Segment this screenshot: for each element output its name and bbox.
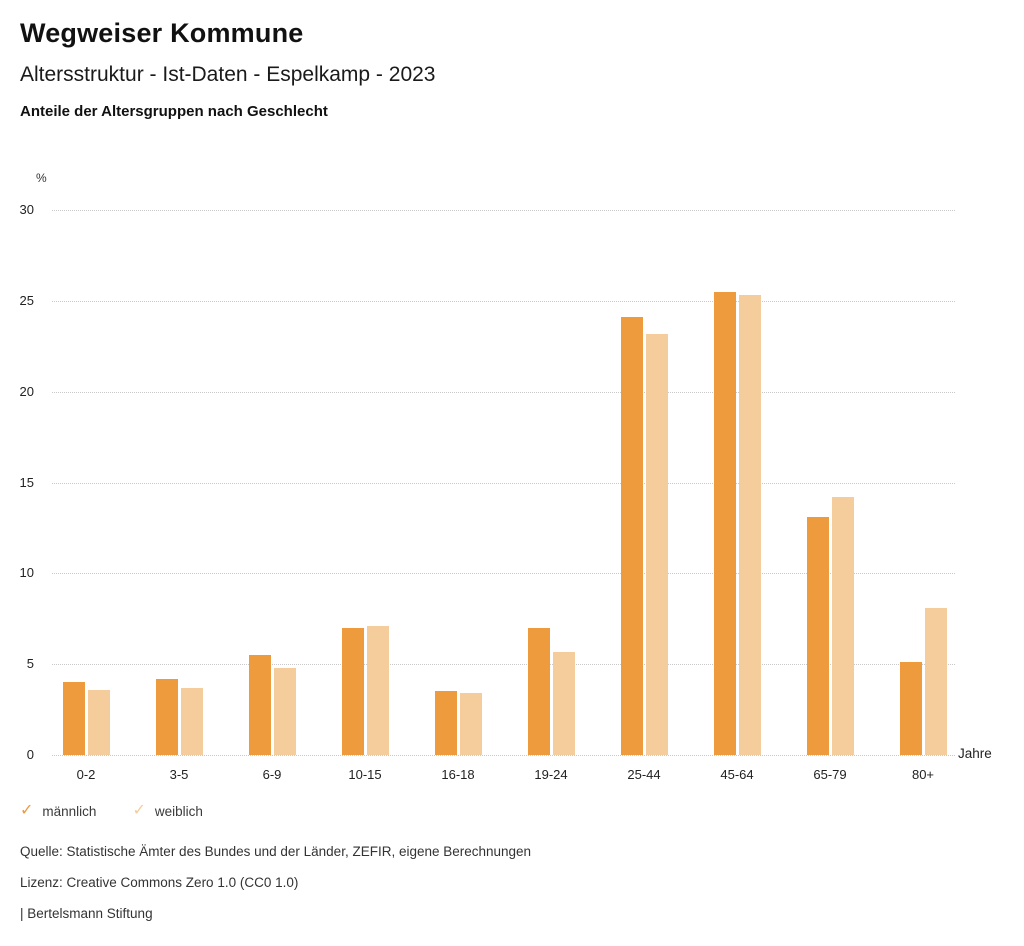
bar-weiblich-6-9[interactable] bbox=[273, 667, 296, 755]
x-tick-label-0-2: 0-2 bbox=[76, 767, 96, 782]
bar-group-0-2 bbox=[62, 682, 110, 755]
bar-maennlich-0-2[interactable] bbox=[62, 682, 85, 755]
bar-group-6-9 bbox=[248, 655, 296, 755]
legend-item-weiblich[interactable]: ✓ weiblich bbox=[132, 803, 202, 819]
y-tick-label-10: 10 bbox=[19, 565, 34, 581]
bar-maennlich-65-79[interactable] bbox=[806, 517, 829, 755]
bar-weiblich-19-24[interactable] bbox=[552, 651, 575, 755]
bar-weiblich-80-[interactable] bbox=[924, 607, 947, 755]
x-tick-label-65-79: 65-79 bbox=[813, 767, 847, 782]
page-subtitle: Altersstruktur - Ist-Daten - Espelkamp -… bbox=[20, 63, 436, 86]
bar-maennlich-19-24[interactable] bbox=[527, 627, 550, 755]
footer: Quelle: Statistische Ämter des Bundes un… bbox=[20, 843, 531, 936]
bar-group-19-24 bbox=[527, 627, 575, 755]
gridline-25 bbox=[52, 300, 955, 302]
header: Wegweiser Kommune Altersstruktur - Ist-D… bbox=[20, 18, 980, 120]
check-icon: ✓ bbox=[20, 802, 34, 819]
y-axis-unit-label: % bbox=[36, 171, 47, 185]
gridline-0 bbox=[52, 755, 955, 756]
bar-group-16-18 bbox=[434, 691, 482, 755]
legend-item-label: weiblich bbox=[154, 803, 203, 819]
legend-item-maennlich[interactable]: ✓ männlich bbox=[20, 803, 96, 819]
y-tick-label-15: 15 bbox=[19, 474, 34, 490]
bar-weiblich-65-79[interactable] bbox=[831, 497, 854, 755]
bar-group-3-5 bbox=[155, 678, 203, 755]
bar-group-45-64 bbox=[713, 291, 761, 755]
gridline-10 bbox=[52, 573, 955, 575]
gridline-15 bbox=[52, 482, 955, 484]
gridline-30 bbox=[52, 210, 955, 211]
y-tick-label-20: 20 bbox=[19, 383, 34, 399]
x-tick-label-6-9: 6-9 bbox=[262, 767, 282, 782]
x-axis-label: Jahre bbox=[958, 746, 992, 761]
y-tick-label-0: 0 bbox=[26, 747, 34, 762]
x-tick-label-10-15: 10-15 bbox=[348, 767, 382, 782]
x-tick-label-3-5: 3-5 bbox=[169, 767, 189, 782]
bar-maennlich-10-15[interactable] bbox=[341, 627, 364, 755]
plot-area: 0 5 10 15 20 25 30 0-2 3-5 6-9 10-15 16-18 19-24 25-4… bbox=[20, 202, 955, 782]
bar-weiblich-16-18[interactable] bbox=[459, 693, 482, 755]
bar-weiblich-10-15[interactable] bbox=[366, 626, 389, 755]
bar-weiblich-0-2[interactable] bbox=[87, 689, 110, 755]
bar-maennlich-3-5[interactable] bbox=[155, 678, 178, 755]
attribution-text: | Bertelsmann Stiftung bbox=[20, 906, 153, 921]
gridline-5 bbox=[52, 664, 955, 666]
x-tick-label-19-24: 19-24 bbox=[534, 767, 568, 782]
y-tick-label-5: 5 bbox=[26, 656, 34, 672]
chart-title: Anteile der Altersgruppen nach Geschlech… bbox=[20, 103, 328, 120]
bar-maennlich-16-18[interactable] bbox=[434, 691, 457, 755]
x-tick-label-25-44: 25-44 bbox=[627, 767, 661, 782]
legend-item-label: männlich bbox=[42, 803, 97, 819]
x-tick-label-45-64: 45-64 bbox=[720, 767, 754, 782]
bar-weiblich-45-64[interactable] bbox=[738, 295, 761, 755]
bar-maennlich-80-[interactable] bbox=[899, 662, 922, 755]
bar-maennlich-45-64[interactable] bbox=[713, 291, 736, 755]
bar-group-65-79 bbox=[806, 497, 854, 755]
x-tick-label-16-18: 16-18 bbox=[441, 767, 475, 782]
bar-group-80- bbox=[899, 607, 947, 755]
bar-group-10-15 bbox=[341, 626, 389, 755]
bar-maennlich-6-9[interactable] bbox=[248, 655, 271, 755]
license-text: Lizenz: Creative Commons Zero 1.0 (CC0 1… bbox=[20, 875, 299, 890]
bar-weiblich-3-5[interactable] bbox=[180, 687, 203, 755]
gridline-20 bbox=[52, 391, 955, 393]
legend: ✓ männlich ✓ weiblich bbox=[20, 803, 203, 819]
bar-weiblich-25-44[interactable] bbox=[645, 333, 668, 755]
x-tick-label-80-: 80+ bbox=[911, 767, 935, 782]
y-tick-label-25: 25 bbox=[19, 292, 34, 308]
page-title: Wegweiser Kommune bbox=[20, 18, 304, 48]
y-tick-label-30: 30 bbox=[19, 202, 34, 217]
bar-maennlich-25-44[interactable] bbox=[620, 317, 643, 755]
check-icon: ✓ bbox=[132, 802, 146, 819]
bar-group-25-44 bbox=[620, 317, 668, 755]
source-text: Quelle: Statistische Ämter des Bundes un… bbox=[20, 844, 532, 859]
